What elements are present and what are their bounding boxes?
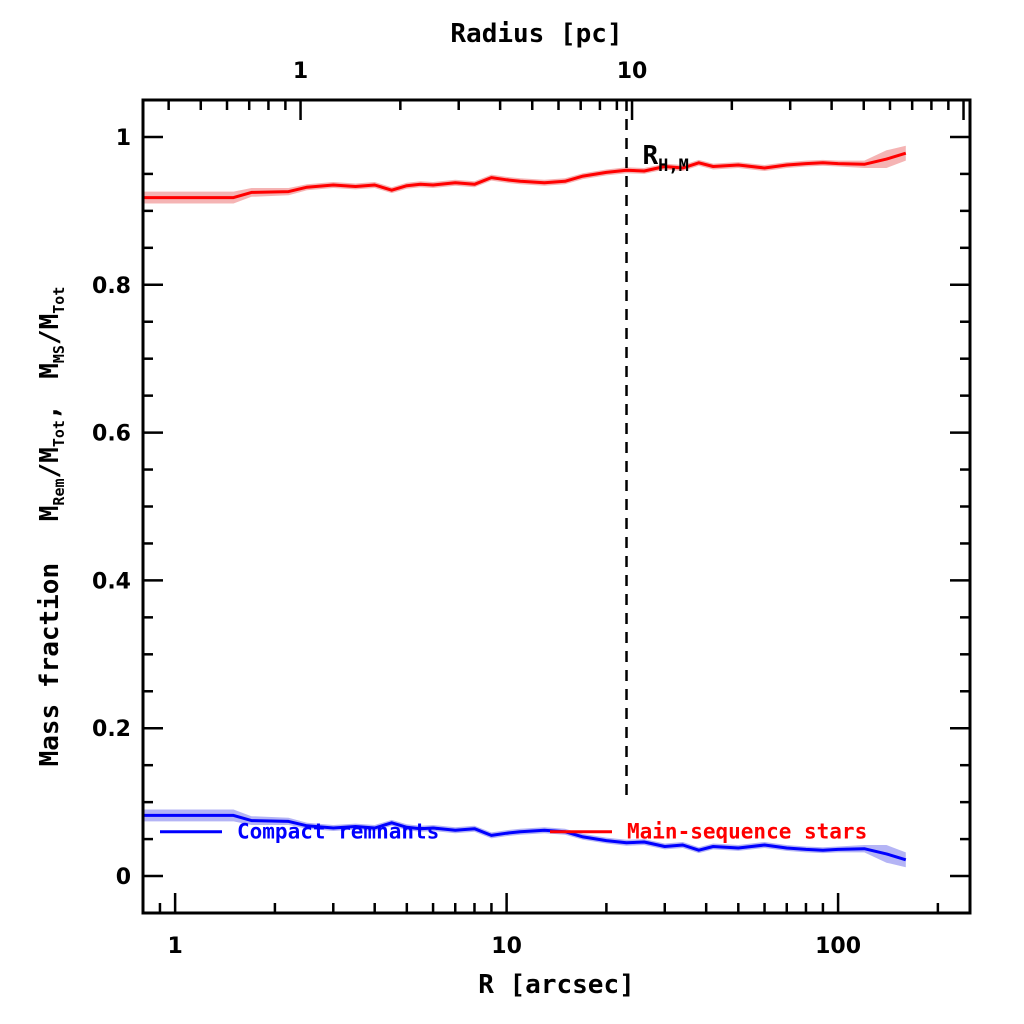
y-ratio1-den-sub: Tot [50,420,68,447]
y-ratio1-den: M [35,447,65,463]
half-mass-radius-label: RH,M [643,141,689,176]
y-tick-label: 0.6 [92,422,131,447]
y-tick-label: 0.2 [92,717,131,742]
y-axis-main-label: Mass fraction [35,563,65,767]
line-series-1 [143,151,907,200]
top-axis-title: Radius [pc] [450,19,622,49]
x2-tick-label: 10 [617,59,648,84]
y-ratio2-num-sub: MS [50,345,68,363]
x-tick-label: 1 [167,934,182,959]
y-ratio2-num: M [35,363,65,379]
y-ratio1-num: M [35,506,65,522]
y-tick-label: 0.8 [92,274,131,299]
x-tick-label: 10 [491,934,522,959]
plot-frame [141,98,972,915]
x2-tick-label: 1 [293,59,308,84]
axis-ticks [141,100,970,913]
band-series-1 [143,145,906,204]
y-ratio1-num-sub: Rem [50,478,68,505]
legend-label-compact-remnants: Compact remnants [237,820,439,844]
y-axis-title: Mass fraction MRem/MTot, MMS/MTot [35,287,68,767]
legend: Compact remnants Main-sequence stars [160,820,867,844]
y-ratio2-den: M [35,314,65,330]
y-tick-label: 0 [116,865,131,890]
y-ratio2-den-sub: Tot [50,287,68,314]
y-tick-label: 1 [116,126,131,151]
svg-text:Mass fraction MRem/MTot,: Mass fraction MRem/MTot, MMS/MTot [35,287,68,767]
x-axis-title: R [arcsec] [478,970,635,1000]
series-lines [143,151,907,862]
y-label-separator: , [35,404,65,420]
x-tick-label: 100 [815,934,861,959]
y-tick-label: 0.4 [92,569,131,594]
legend-label-main-sequence: Main-sequence stars [627,820,867,844]
uncertainty-bands [143,145,906,868]
